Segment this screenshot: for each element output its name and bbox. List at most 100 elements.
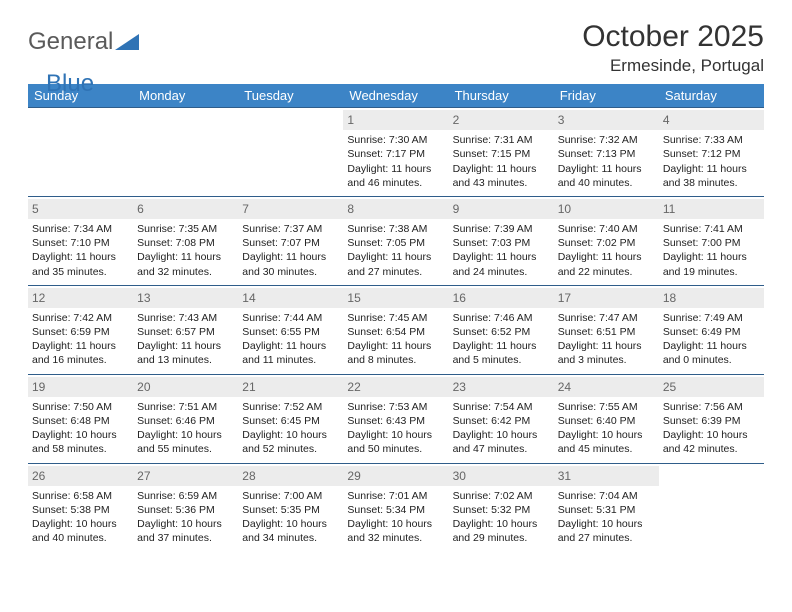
daylight-text: Daylight: 11 hours and 8 minutes.	[347, 339, 444, 367]
sunset-text: Sunset: 7:08 PM	[137, 236, 234, 250]
day-details: Sunrise: 7:02 AMSunset: 5:32 PMDaylight:…	[453, 489, 550, 546]
daylight-text: Daylight: 10 hours and 29 minutes.	[453, 517, 550, 545]
day-details: Sunrise: 7:01 AMSunset: 5:34 PMDaylight:…	[347, 489, 444, 546]
sunrise-text: Sunrise: 7:55 AM	[558, 400, 655, 414]
sunrise-text: Sunrise: 7:42 AM	[32, 311, 129, 325]
title-location: Ermesinde, Portugal	[582, 56, 764, 76]
day-details: Sunrise: 7:31 AMSunset: 7:15 PMDaylight:…	[453, 133, 550, 190]
daylight-text: Daylight: 11 hours and 3 minutes.	[558, 339, 655, 367]
weekday-header: Saturday	[659, 84, 764, 108]
sunrise-text: Sunrise: 7:41 AM	[663, 222, 760, 236]
sunrise-text: Sunrise: 7:56 AM	[663, 400, 760, 414]
sunrise-text: Sunrise: 6:58 AM	[32, 489, 129, 503]
day-details: Sunrise: 7:50 AMSunset: 6:48 PMDaylight:…	[32, 400, 129, 457]
calendar-day-cell: 1 Sunrise: 7:30 AMSunset: 7:17 PMDaylight…	[343, 108, 448, 197]
sunset-text: Sunset: 7:05 PM	[347, 236, 444, 250]
calendar-week-row: 5Sunrise: 7:34 AMSunset: 7:10 PMDaylight…	[28, 196, 764, 285]
day-number: 24	[554, 377, 659, 397]
day-details: Sunrise: 7:30 AMSunset: 7:17 PMDaylight:…	[347, 133, 444, 190]
day-number: 31	[554, 466, 659, 486]
calendar-table: Sunday Monday Tuesday Wednesday Thursday…	[28, 84, 764, 551]
day-number: 9	[449, 199, 554, 219]
daylight-text: Daylight: 10 hours and 34 minutes.	[242, 517, 339, 545]
calendar-day-cell: 22Sunrise: 7:53 AMSunset: 6:43 PMDayligh…	[343, 374, 448, 463]
daylight-text: Daylight: 10 hours and 50 minutes.	[347, 428, 444, 456]
sunrise-text: Sunrise: 7:38 AM	[347, 222, 444, 236]
sunrise-text: Sunrise: 7:43 AM	[137, 311, 234, 325]
calendar-day-cell: 8Sunrise: 7:38 AMSunset: 7:05 PMDaylight…	[343, 196, 448, 285]
sunset-text: Sunset: 6:40 PM	[558, 414, 655, 428]
calendar-day-cell: 24Sunrise: 7:55 AMSunset: 6:40 PMDayligh…	[554, 374, 659, 463]
calendar-week-row: 19Sunrise: 7:50 AMSunset: 6:48 PMDayligh…	[28, 374, 764, 463]
sunset-text: Sunset: 7:13 PM	[558, 147, 655, 161]
daylight-text: Daylight: 11 hours and 5 minutes.	[453, 339, 550, 367]
day-number: 17	[554, 288, 659, 308]
day-number: 25	[659, 377, 764, 397]
weekday-header: Wednesday	[343, 84, 448, 108]
day-details: Sunrise: 7:35 AMSunset: 7:08 PMDaylight:…	[137, 222, 234, 279]
day-details: Sunrise: 7:47 AMSunset: 6:51 PMDaylight:…	[558, 311, 655, 368]
daylight-text: Daylight: 11 hours and 0 minutes.	[663, 339, 760, 367]
weekday-header: Monday	[133, 84, 238, 108]
day-number: 13	[133, 288, 238, 308]
day-number: 12	[28, 288, 133, 308]
calendar-day-cell: 16Sunrise: 7:46 AMSunset: 6:52 PMDayligh…	[449, 285, 554, 374]
sunset-text: Sunset: 6:51 PM	[558, 325, 655, 339]
sunrise-text: Sunrise: 7:47 AM	[558, 311, 655, 325]
day-details: Sunrise: 7:43 AMSunset: 6:57 PMDaylight:…	[137, 311, 234, 368]
sunrise-text: Sunrise: 7:31 AM	[453, 133, 550, 147]
sunset-text: Sunset: 6:45 PM	[242, 414, 339, 428]
sunset-text: Sunset: 5:38 PM	[32, 503, 129, 517]
day-details: Sunrise: 6:59 AMSunset: 5:36 PMDaylight:…	[137, 489, 234, 546]
daylight-text: Daylight: 11 hours and 35 minutes.	[32, 250, 129, 278]
sunrise-text: Sunrise: 7:39 AM	[453, 222, 550, 236]
calendar-day-cell: 2Sunrise: 7:31 AMSunset: 7:15 PMDaylight…	[449, 108, 554, 197]
sunset-text: Sunset: 7:07 PM	[242, 236, 339, 250]
sunset-text: Sunset: 7:12 PM	[663, 147, 760, 161]
weekday-header: Thursday	[449, 84, 554, 108]
sunset-text: Sunset: 7:15 PM	[453, 147, 550, 161]
day-number: 1	[343, 110, 448, 130]
calendar-day-cell: 4Sunrise: 7:33 AMSunset: 7:12 PMDaylight…	[659, 108, 764, 197]
calendar-day-cell: 11Sunrise: 7:41 AMSunset: 7:00 PMDayligh…	[659, 196, 764, 285]
calendar-day-cell: 14Sunrise: 7:44 AMSunset: 6:55 PMDayligh…	[238, 285, 343, 374]
sunset-text: Sunset: 6:42 PM	[453, 414, 550, 428]
day-number: 3	[554, 110, 659, 130]
day-number: 6	[133, 199, 238, 219]
sunrise-text: Sunrise: 7:34 AM	[32, 222, 129, 236]
day-details: Sunrise: 7:00 AMSunset: 5:35 PMDaylight:…	[242, 489, 339, 546]
calendar-day-cell: 25Sunrise: 7:56 AMSunset: 6:39 PMDayligh…	[659, 374, 764, 463]
sunset-text: Sunset: 6:59 PM	[32, 325, 129, 339]
day-details: Sunrise: 7:44 AMSunset: 6:55 PMDaylight:…	[242, 311, 339, 368]
daylight-text: Daylight: 10 hours and 47 minutes.	[453, 428, 550, 456]
daylight-text: Daylight: 11 hours and 40 minutes.	[558, 162, 655, 190]
calendar-week-row: 12Sunrise: 7:42 AMSunset: 6:59 PMDayligh…	[28, 285, 764, 374]
calendar-day-cell: 18Sunrise: 7:49 AMSunset: 6:49 PMDayligh…	[659, 285, 764, 374]
daylight-text: Daylight: 11 hours and 30 minutes.	[242, 250, 339, 278]
daylight-text: Daylight: 11 hours and 11 minutes.	[242, 339, 339, 367]
weekday-header-row: Sunday Monday Tuesday Wednesday Thursday…	[28, 84, 764, 108]
day-number: 10	[554, 199, 659, 219]
sunrise-text: Sunrise: 7:35 AM	[137, 222, 234, 236]
day-details: Sunrise: 7:52 AMSunset: 6:45 PMDaylight:…	[242, 400, 339, 457]
day-number: 7	[238, 199, 343, 219]
calendar-day-cell: 19Sunrise: 7:50 AMSunset: 6:48 PMDayligh…	[28, 374, 133, 463]
day-number: 27	[133, 466, 238, 486]
sunrise-text: Sunrise: 7:50 AM	[32, 400, 129, 414]
calendar-day-cell: 29Sunrise: 7:01 AMSunset: 5:34 PMDayligh…	[343, 463, 448, 551]
calendar-day-cell: 3 Sunrise: 7:32 AMSunset: 7:13 PMDaylight…	[554, 108, 659, 197]
calendar-day-cell: 13 Sunrise: 7:43 AMSunset: 6:57 PMDayligh…	[133, 285, 238, 374]
daylight-text: Daylight: 10 hours and 27 minutes.	[558, 517, 655, 545]
sunset-text: Sunset: 5:31 PM	[558, 503, 655, 517]
day-details: Sunrise: 7:04 AMSunset: 5:31 PMDaylight:…	[558, 489, 655, 546]
calendar-week-row: 26Sunrise: 6:58 AMSunset: 5:38 PMDayligh…	[28, 463, 764, 551]
calendar-day-cell: 15Sunrise: 7:45 AMSunset: 6:54 PMDayligh…	[343, 285, 448, 374]
sunset-text: Sunset: 7:00 PM	[663, 236, 760, 250]
daylight-text: Daylight: 11 hours and 16 minutes.	[32, 339, 129, 367]
daylight-text: Daylight: 11 hours and 32 minutes.	[137, 250, 234, 278]
daylight-text: Daylight: 11 hours and 13 minutes.	[137, 339, 234, 367]
day-details: Sunrise: 7:37 AMSunset: 7:07 PMDaylight:…	[242, 222, 339, 279]
calendar-day-cell	[659, 463, 764, 551]
sunrise-text: Sunrise: 7:46 AM	[453, 311, 550, 325]
sunrise-text: Sunrise: 7:32 AM	[558, 133, 655, 147]
